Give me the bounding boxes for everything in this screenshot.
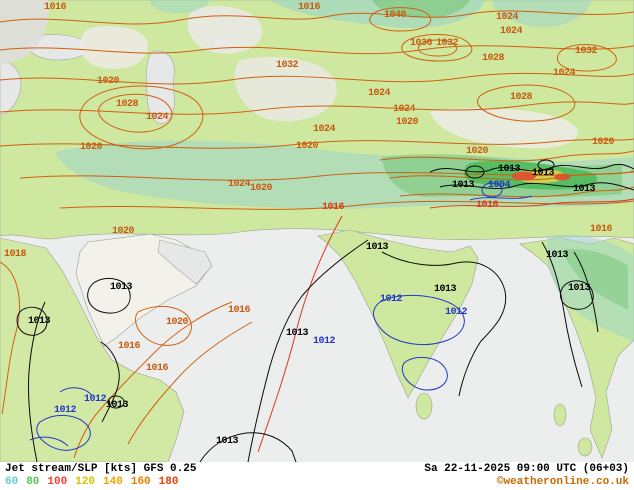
india-land xyxy=(317,229,479,399)
datetime-label: Sa 22-11-2025 09:00 UTC (06+03) xyxy=(424,463,629,475)
scale-value: 100 xyxy=(47,476,68,488)
pale-patches xyxy=(0,0,578,149)
jet-scale-legend: 60 80 100 120 140 160 180 xyxy=(5,476,186,489)
footer-row-bottom: 60 80 100 120 140 160 180 ©weatheronline.co.uk xyxy=(5,476,629,489)
weather-map: 1016 1016 1040 1024 1024 1036 1032 1032 1028 1032… xyxy=(0,0,634,462)
island-2 xyxy=(577,437,593,457)
isobar-contours-red xyxy=(257,198,634,453)
scale-value: 60 xyxy=(5,476,19,488)
isobar-contours-orange xyxy=(0,7,634,459)
low-pressure-contours xyxy=(29,182,533,451)
slp-1013-contours xyxy=(16,159,634,462)
model-label: Jet stream/SLP [kts] GFS 0.25 xyxy=(5,463,197,475)
mediterranean-sea xyxy=(0,59,22,115)
map-canvas xyxy=(0,0,634,462)
scale-value: 140 xyxy=(103,476,123,488)
map-footer: Jet stream/SLP [kts] GFS 0.25 Sa 22-11-2… xyxy=(0,462,634,490)
island-1 xyxy=(553,403,567,427)
persian-gulf xyxy=(157,239,213,285)
sri-lanka-land xyxy=(415,392,433,420)
scale-value: 180 xyxy=(158,476,179,488)
footer-row-top: Jet stream/SLP [kts] GFS 0.25 Sa 22-11-2… xyxy=(5,463,629,476)
scale-value: 120 xyxy=(75,476,96,488)
africa-land xyxy=(0,237,185,462)
scale-value: 160 xyxy=(130,476,151,488)
scale-value: 80 xyxy=(26,476,40,488)
copyright-link[interactable]: ©weatheronline.co.uk xyxy=(496,476,629,488)
